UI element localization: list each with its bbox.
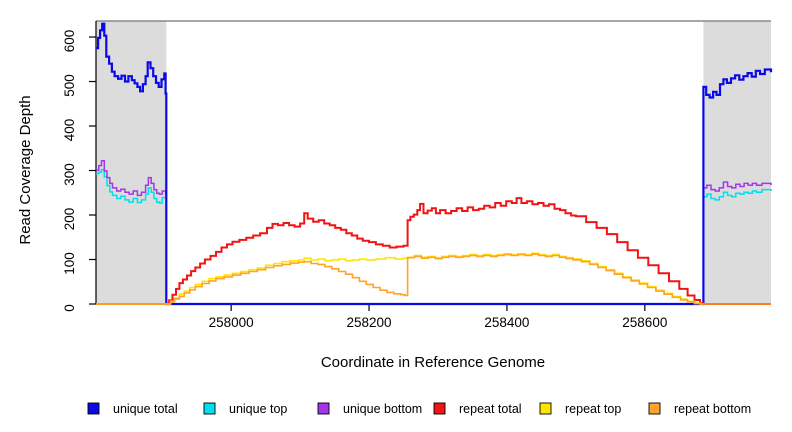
series-line-unique-total — [96, 22, 773, 306]
y-tick-label: 400 — [62, 119, 77, 142]
legend-label-unique-bottom: unique bottom — [343, 402, 422, 416]
x-axis-title: Coordinate in Reference Genome — [321, 354, 545, 371]
x-tick-label: 258600 — [622, 315, 667, 330]
y-tick-label: 300 — [62, 163, 77, 186]
y-tick-label: 100 — [62, 252, 77, 275]
y-axis-title: Read Coverage Depth — [17, 95, 34, 244]
legend-swatch-unique-top — [203, 402, 216, 415]
y-tick-label: 600 — [62, 30, 77, 53]
legend-swatch-repeat-top — [539, 402, 552, 415]
series-line-unique-bottom — [96, 159, 772, 305]
legend-label-unique-top: unique top — [229, 402, 287, 416]
y-tick-label: 0 — [62, 304, 77, 312]
legend-swatch-repeat-total — [433, 402, 446, 415]
flanking-region-shade — [96, 21, 167, 304]
series-line-repeat-total — [96, 197, 771, 305]
flanking-region-shade — [703, 21, 771, 304]
legend-label-repeat-total: repeat total — [459, 402, 522, 416]
legend-swatch-repeat-bottom — [648, 402, 661, 415]
legend-swatch-unique-total — [87, 402, 100, 415]
legend-label-repeat-bottom: repeat bottom — [674, 402, 751, 416]
legend-swatch-unique-bottom — [317, 402, 330, 415]
y-tick-label: 200 — [62, 208, 77, 231]
y-tick-label: 500 — [62, 74, 77, 97]
x-tick-label: 258000 — [209, 315, 254, 330]
legend-label-unique-total: unique total — [113, 402, 178, 416]
legend: unique total unique top unique bottom repea… — [87, 402, 751, 416]
axes-layer: 258000 258200 258400 258600 0 100 200 300 400 500… — [62, 21, 771, 330]
x-tick-label: 258400 — [484, 315, 529, 330]
series-line-repeat-bottom — [96, 253, 771, 305]
series-layer — [96, 22, 773, 306]
x-tick-label: 258200 — [347, 315, 392, 330]
legend-label-repeat-top: repeat top — [565, 402, 621, 416]
flanking-shade-layer — [96, 20, 771, 304]
series-line-unique-top — [96, 168, 772, 305]
